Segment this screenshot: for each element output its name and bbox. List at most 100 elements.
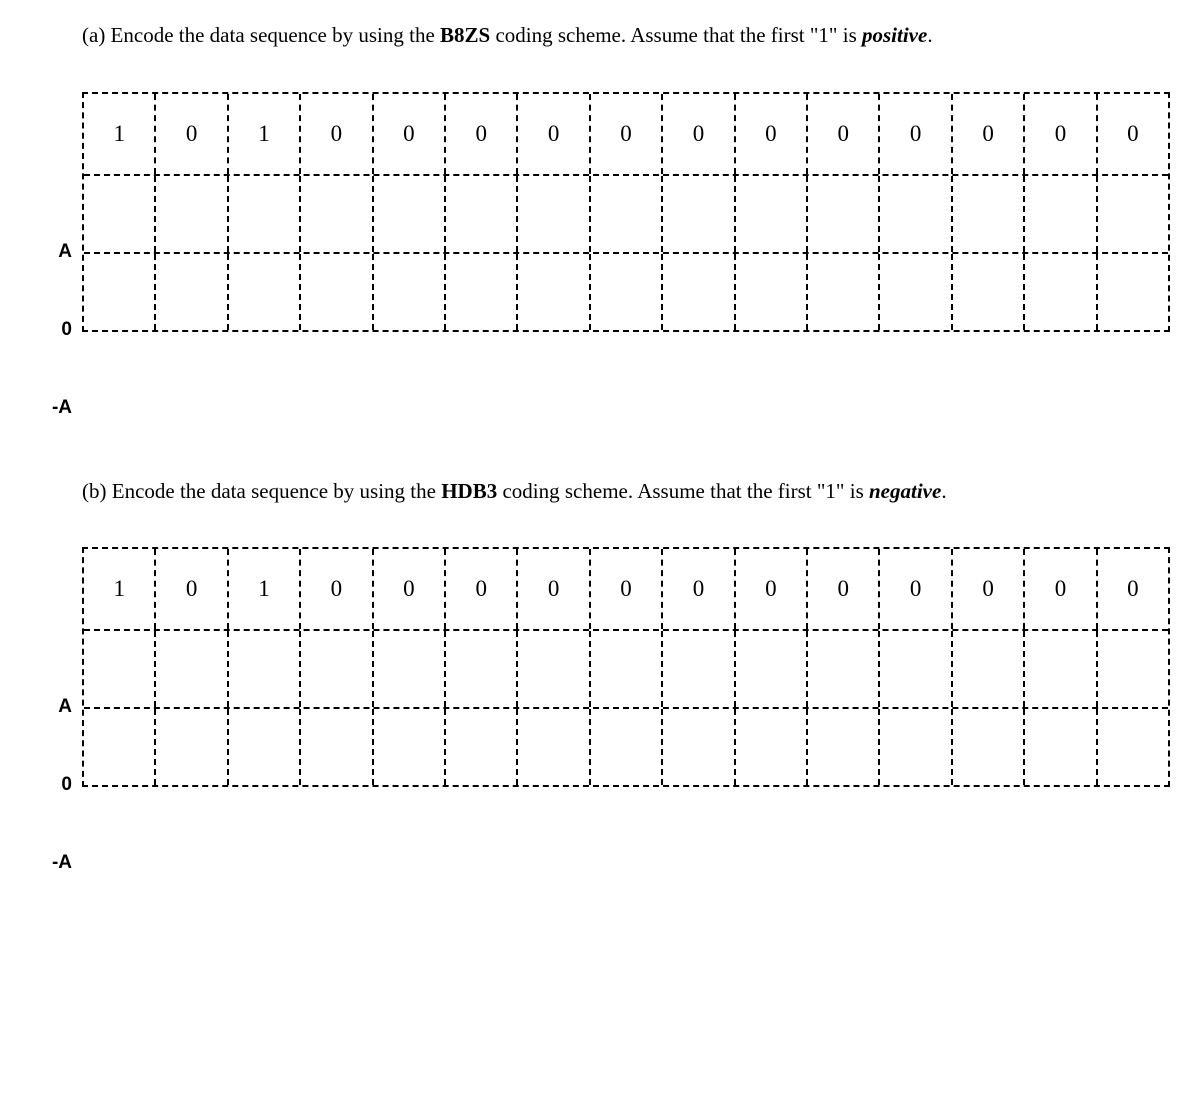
ylabel-A: A xyxy=(58,241,72,263)
bit-cell: 0 xyxy=(301,94,373,174)
bit-cell: 0 xyxy=(808,94,880,174)
empty-cell xyxy=(301,631,373,707)
qb-prefix: (b) Encode the data sequence by using th… xyxy=(82,479,441,503)
empty-cell xyxy=(301,709,373,785)
empty-cell xyxy=(84,176,156,252)
chart-a-ylabels: A 0 -A xyxy=(30,92,82,332)
bit-cell: 0 xyxy=(1025,94,1097,174)
qa-suffix: . xyxy=(927,23,932,47)
empty-cell xyxy=(953,176,1025,252)
bit-cell: 0 xyxy=(1098,549,1168,629)
empty-cell xyxy=(446,631,518,707)
question-a: (a) Encode the data sequence by using th… xyxy=(82,20,1140,52)
empty-cell xyxy=(808,631,880,707)
empty-cell xyxy=(880,176,952,252)
empty-cell xyxy=(518,176,590,252)
empty-cell xyxy=(84,709,156,785)
bit-cell: 0 xyxy=(374,94,446,174)
empty-cell xyxy=(518,709,590,785)
empty-cell xyxy=(1098,176,1168,252)
empty-cell xyxy=(880,254,952,330)
bit-cell: 0 xyxy=(808,549,880,629)
bit-cell: 0 xyxy=(953,549,1025,629)
empty-cell xyxy=(953,631,1025,707)
bit-cell: 1 xyxy=(84,549,156,629)
bit-cell: 0 xyxy=(736,549,808,629)
empty-cell xyxy=(301,254,373,330)
bit-cell: 0 xyxy=(663,549,735,629)
empty-cell xyxy=(1098,254,1168,330)
empty-cell xyxy=(663,631,735,707)
empty-cell xyxy=(1025,176,1097,252)
empty-cell xyxy=(156,254,228,330)
bit-cell: 1 xyxy=(84,94,156,174)
empty-cell xyxy=(591,709,663,785)
empty-cell xyxy=(374,176,446,252)
empty-cell xyxy=(591,254,663,330)
ylabel-negA: -A xyxy=(52,852,72,874)
empty-cell xyxy=(736,254,808,330)
bit-cell: 0 xyxy=(156,549,228,629)
bit-cell: 0 xyxy=(953,94,1025,174)
empty-cell xyxy=(808,176,880,252)
qa-scheme: B8ZS xyxy=(440,23,490,47)
question-b-text: (b) Encode the data sequence by using th… xyxy=(82,476,1140,508)
empty-cell xyxy=(84,254,156,330)
chart-b-ylabels: A 0 -A xyxy=(30,547,82,787)
bit-cell: 0 xyxy=(446,549,518,629)
chart-b-datarow: 1 0 1 0 0 0 0 0 0 0 0 0 0 0 0 xyxy=(84,549,1168,629)
bit-cell: 0 xyxy=(301,549,373,629)
empty-cell xyxy=(301,176,373,252)
chart-a: A 0 -A 1 0 1 0 0 0 0 0 0 0 0 0 0 xyxy=(30,92,1170,332)
empty-cell xyxy=(374,709,446,785)
ylabel-0: 0 xyxy=(61,319,72,341)
empty-cell xyxy=(518,254,590,330)
bit-cell: 0 xyxy=(446,94,518,174)
empty-cell xyxy=(808,254,880,330)
qb-scheme: HDB3 xyxy=(441,479,497,503)
bit-cell: 0 xyxy=(880,549,952,629)
empty-cell xyxy=(663,176,735,252)
empty-cell xyxy=(953,254,1025,330)
empty-cell xyxy=(229,631,301,707)
empty-cell xyxy=(229,709,301,785)
qa-assumption: positive xyxy=(862,23,927,47)
empty-cell xyxy=(446,254,518,330)
empty-cell xyxy=(374,631,446,707)
ylabel-A: A xyxy=(58,696,72,718)
bit-cell: 0 xyxy=(374,549,446,629)
empty-cell xyxy=(156,176,228,252)
empty-cell xyxy=(591,176,663,252)
bit-cell: 0 xyxy=(156,94,228,174)
empty-cell xyxy=(663,709,735,785)
bit-cell: 0 xyxy=(663,94,735,174)
qb-assumption: negative xyxy=(869,479,941,503)
empty-cell xyxy=(518,631,590,707)
empty-cell xyxy=(446,709,518,785)
empty-cell xyxy=(880,709,952,785)
bit-cell: 0 xyxy=(1098,94,1168,174)
qa-prefix: (a) Encode the data sequence by using th… xyxy=(82,23,440,47)
chart-b: A 0 -A 1 0 1 0 0 0 0 0 0 0 0 0 0 xyxy=(30,547,1170,787)
bit-cell: 1 xyxy=(229,94,301,174)
chart-b-row2 xyxy=(84,707,1168,785)
empty-cell xyxy=(880,631,952,707)
chart-a-row2 xyxy=(84,252,1168,330)
ylabel-negA: -A xyxy=(52,397,72,419)
chart-b-row1 xyxy=(84,629,1168,707)
empty-cell xyxy=(736,631,808,707)
empty-cell xyxy=(736,709,808,785)
empty-cell xyxy=(663,254,735,330)
qb-suffix: . xyxy=(941,479,946,503)
question-a-text: (a) Encode the data sequence by using th… xyxy=(82,20,1140,52)
empty-cell xyxy=(229,254,301,330)
empty-cell xyxy=(229,176,301,252)
bit-cell: 0 xyxy=(1025,549,1097,629)
bit-cell: 0 xyxy=(880,94,952,174)
qb-middle: coding scheme. Assume that the first "1"… xyxy=(497,479,869,503)
ylabel-0: 0 xyxy=(61,774,72,796)
chart-a-datarow: 1 0 1 0 0 0 0 0 0 0 0 0 0 0 0 xyxy=(84,94,1168,174)
bit-cell: 0 xyxy=(518,94,590,174)
empty-cell xyxy=(446,176,518,252)
empty-cell xyxy=(1025,254,1097,330)
